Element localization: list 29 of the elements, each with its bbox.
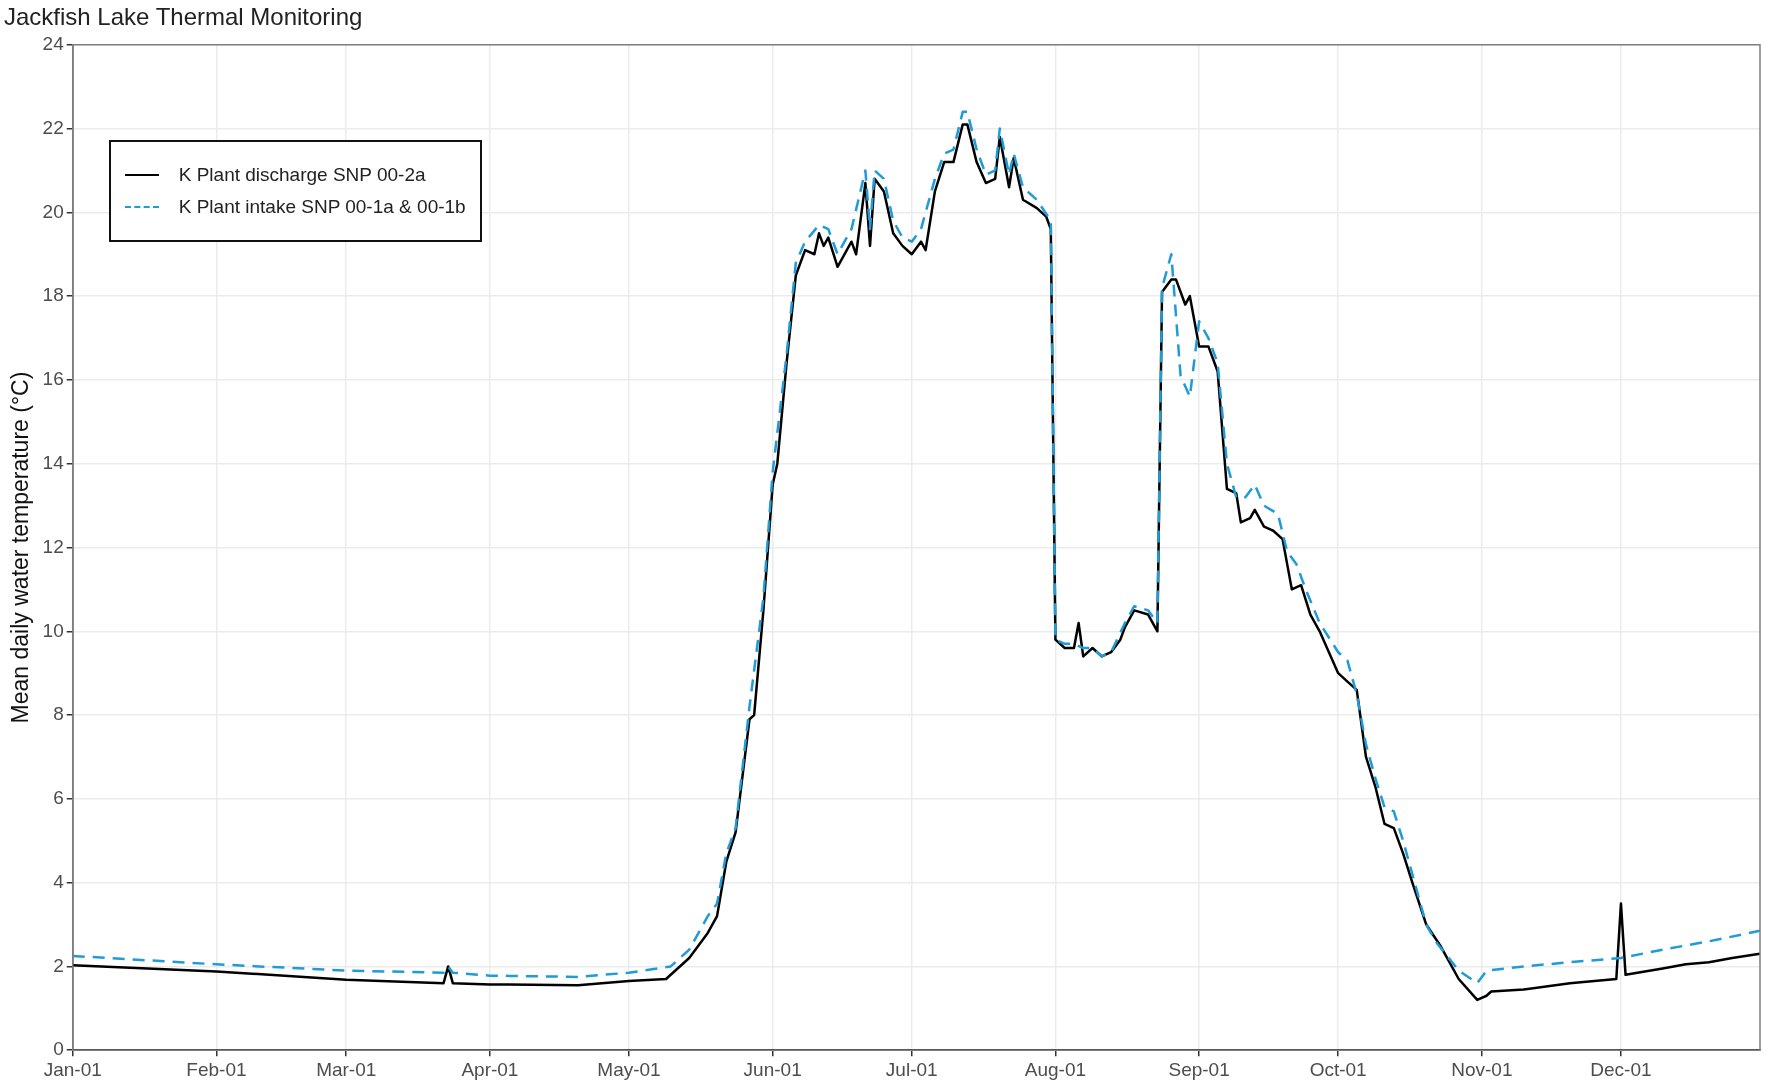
x-tick-label: Oct-01 — [1309, 1058, 1367, 1080]
x-tick-label: Sep-01 — [1168, 1058, 1230, 1080]
legend-label: K Plant discharge SNP 00-2a — [178, 163, 426, 186]
x-tick-label: Apr-01 — [461, 1058, 519, 1080]
y-tick-label: 20 — [42, 200, 64, 222]
y-tick-label: 0 — [53, 1038, 64, 1060]
x-tick-label: Aug-01 — [1024, 1058, 1087, 1080]
x-tick-label: Feb-01 — [186, 1058, 247, 1080]
chart-title: Jackfish Lake Thermal Monitoring — [4, 3, 363, 31]
y-tick-label: 16 — [42, 368, 64, 390]
y-tick-label: 2 — [53, 954, 64, 976]
x-tick-label: Jul-01 — [885, 1058, 938, 1080]
y-tick-label: 12 — [42, 535, 64, 557]
y-tick-label: 10 — [42, 619, 64, 641]
y-tick-label: 4 — [53, 870, 65, 892]
x-tick-label: Dec-01 — [1590, 1058, 1652, 1080]
legend-label: K Plant intake SNP 00-1a & 00-1b — [178, 195, 466, 218]
x-tick-label: May-01 — [597, 1058, 661, 1080]
y-tick-label: 24 — [42, 33, 65, 55]
y-tick-label: 14 — [42, 451, 65, 473]
y-tick-label: 8 — [53, 703, 64, 725]
y-tick-label: 22 — [42, 116, 64, 138]
x-tick-label: Mar-01 — [316, 1058, 377, 1080]
y-tick-label: 18 — [42, 284, 64, 306]
y-tick-label: 6 — [53, 787, 64, 809]
x-tick-label: Nov-01 — [1451, 1058, 1513, 1080]
x-tick-label: Jan-01 — [43, 1058, 102, 1080]
y-axis-title: Mean daily water temperature (°C) — [7, 371, 34, 724]
x-tick-label: Jun-01 — [743, 1058, 802, 1080]
